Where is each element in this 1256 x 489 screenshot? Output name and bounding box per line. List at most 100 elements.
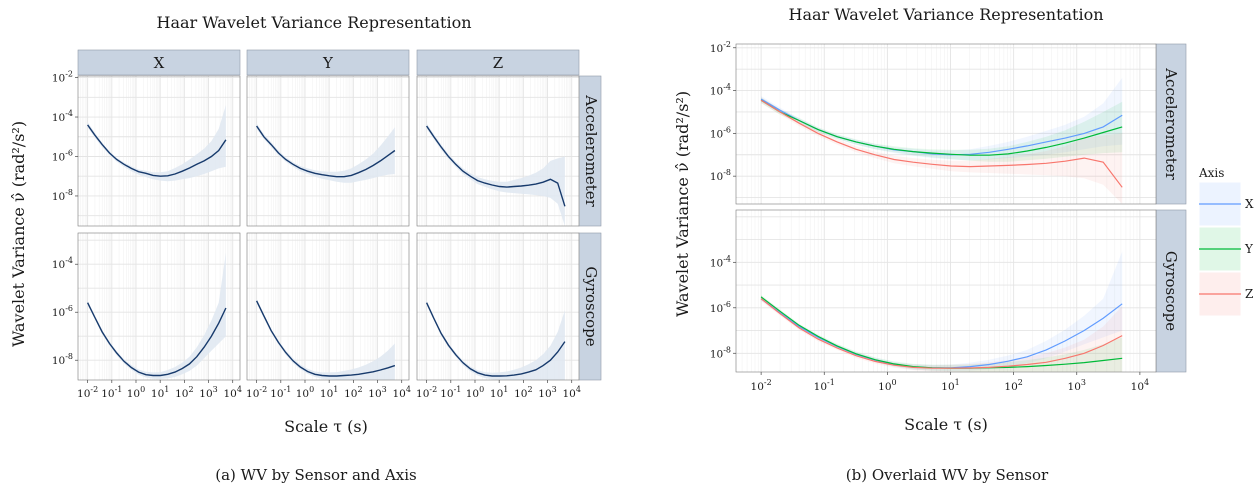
panel-accelerometer-y (246, 75, 410, 227)
panel-gyroscope-y-xtick-label: 10-1 (270, 385, 291, 400)
b-panel-accelerometer-ytick-label-base: 10 (710, 43, 723, 55)
b-strip-row-accelerometer (1155, 43, 1187, 205)
b-panel-gyroscope-xtick-label-base: 10 (1131, 381, 1144, 393)
panel-accelerometer-x-wv-line (87, 124, 227, 177)
panel-accelerometer-y-wv-line (256, 125, 396, 178)
panel-gyroscope-x-xtick-label-base: 10 (77, 388, 90, 400)
chart-b-caption: (b) Overlaid WV by Sensor (846, 466, 1049, 484)
panel-gyroscope-y-xtick-label-base: 10 (296, 388, 309, 400)
panel-gyroscope-x-xtick-label-exp: -2 (90, 385, 98, 394)
panel-gyroscope-x-ytick-label: 10-8 (52, 352, 73, 367)
panel-gyroscope-z-xtick-label-exp: 3 (552, 385, 557, 394)
b-panel-gyroscope-xtick-label: 10-2 (751, 378, 772, 393)
panel-accelerometer-x-ytick-label: 10-6 (52, 148, 73, 163)
panel-accelerometer-x-ytick-label-base: 10 (52, 112, 65, 124)
panel-gyroscope-z-xtick-label: 104 (562, 385, 580, 400)
b-panel-accelerometer-ytick-label-base: 10 (710, 128, 723, 140)
legend-label-y: Y (1244, 242, 1254, 256)
b-panel-gyroscope-border (735, 209, 1157, 373)
b-panel-gyroscope-ytick-label-exp: -4 (723, 254, 731, 263)
panel-accelerometer-x-border (77, 75, 241, 227)
panel-accelerometer-x-ytick-label: 10-8 (52, 188, 73, 203)
b-panel-gyroscope-xtick-label: 101 (941, 378, 959, 393)
panel-gyroscope-y-xtick-label: 100 (296, 385, 314, 400)
panel-accelerometer-y-confidence-band (256, 123, 395, 183)
panel-gyroscope-z-xtick-label: 100 (466, 385, 484, 400)
panel-gyroscope-y-xtick-label: 102 (344, 385, 362, 400)
panel-gyroscope-z-xtick-label-exp: 4 (576, 385, 581, 394)
panel-gyroscope-z-xtick-label-base: 10 (440, 388, 453, 400)
panel-accelerometer-x-ytick-label: 10-2 (52, 70, 73, 85)
panel-gyroscope-x-wv-line (86, 302, 227, 377)
b-strip-label-row-gyroscope: Gyroscope (1162, 251, 1180, 331)
panel-gyroscope-z-xtick-label: 10-1 (440, 385, 461, 400)
panel-gyroscope-x: 10-810-610-410-2 10-1 100 101 102 103 104 (52, 232, 242, 400)
panel-gyroscope-x-ytick-label: 10-6 (52, 304, 73, 319)
chart-a-title: Haar Wavelet Variance Representation (156, 13, 471, 32)
chart-a-xlabel: Scale τ (s) (284, 417, 368, 436)
panel-gyroscope-z-xtick-label: 103 (538, 385, 556, 400)
panel-gyroscope-z-xtick-label-base: 10 (466, 388, 479, 400)
b-panel-gyroscope-xtick-label: 10-1 (814, 378, 835, 393)
panel-gyroscope-x-xtick-label-base: 10 (175, 388, 188, 400)
panel-gyroscope-x-ytick-label: 10-4 (52, 256, 73, 271)
panel-gyroscope-x-xtick-label: 100 (127, 385, 145, 400)
strip-label-row-gyroscope: Gyroscope (582, 266, 600, 346)
b-panel-gyroscope-xtick-label: 103 (1068, 378, 1086, 393)
strip-column-x (77, 49, 241, 76)
panel-gyroscope-x-xtick-label: 10-1 (101, 385, 122, 400)
panel-gyroscope-x-xtick-label-exp: 0 (140, 385, 145, 394)
panel-accelerometer-x-confidence-band (87, 105, 226, 182)
b-panel-gyroscope-xtick-label-base: 10 (1004, 381, 1017, 393)
panel-accelerometer-x-ytick-label-base: 10 (52, 151, 65, 163)
panel-gyroscope-z-xtick-label-base: 10 (538, 388, 551, 400)
chart-b-ylabel: Wavelet Variance ν̂ (rad²/s²) (673, 91, 692, 317)
chart-a-panels: X Y ZAccelerometerGyroscope10-810-610-410-… (52, 49, 602, 400)
chart-b-panels: AccelerometerGyroscope10-810-610-410-210… (710, 40, 1187, 393)
panel-gyroscope-z-xtick-label: 102 (514, 385, 532, 400)
b-panel-gyroscope-ytick-label-base: 10 (710, 348, 723, 360)
panel-accelerometer-x-ytick-label-exp: -8 (65, 188, 73, 197)
panel-gyroscope-y-xtick-label-base: 10 (320, 388, 333, 400)
panel-accelerometer-z (416, 75, 580, 227)
b-panel-accelerometer-ytick-label-base: 10 (710, 171, 723, 183)
panel-gyroscope-z-xtick-label-exp: -2 (429, 385, 437, 394)
panel-accelerometer-y-border (246, 75, 410, 227)
chart-a-ylabel: Wavelet Variance ν̂ (rad²/s²) (9, 121, 28, 347)
b-panel-gyroscope-xtick-label-base: 10 (941, 381, 954, 393)
panel-gyroscope-x-ytick-label-base: 10 (52, 355, 65, 367)
strip-label-row-accelerometer: Accelerometer (582, 94, 600, 207)
panel-gyroscope-y-xtick-label: 103 (368, 385, 386, 400)
panel-gyroscope-z-xtick-label-base: 10 (562, 388, 575, 400)
b-panel-accelerometer-line-y (760, 99, 1123, 156)
panel-gyroscope-y-xtick-label-base: 10 (368, 388, 381, 400)
legend-label-x: X (1245, 197, 1254, 211)
panel-gyroscope-x-ytick-label-exp: -8 (65, 352, 73, 361)
panel-gyroscope-y-xtick-label: 10-2 (246, 385, 267, 400)
b-panel-accelerometer-ytick-label-exp: -6 (723, 125, 731, 134)
panel-gyroscope-x-xtick-label-exp: -1 (115, 385, 123, 394)
strip-column-y (246, 49, 410, 76)
b-panel-gyroscope-xtick-label-exp: 4 (1144, 378, 1149, 387)
b-panel-accelerometer-band-x (761, 77, 1123, 161)
chart-b-xlabel: Scale τ (s) (904, 415, 988, 434)
legend-title: Axis (1198, 166, 1224, 180)
panel-gyroscope-y-xtick-label-exp: 3 (382, 385, 387, 394)
panel-gyroscope-y-xtick-label-exp: 2 (357, 385, 362, 394)
b-panel-gyroscope-xtick-label-exp: 0 (892, 378, 897, 387)
panel-gyroscope-x-xtick-label-base: 10 (127, 388, 140, 400)
panel-gyroscope-x-xtick-label-exp: 1 (164, 385, 169, 394)
b-panel-accelerometer-ytick-label: 10-6 (710, 125, 731, 140)
legend: Axis X Y Z (1198, 166, 1254, 317)
chart-b: Haar Wavelet Variance Representation Wav… (673, 5, 1254, 484)
b-panel-accelerometer: 10-810-610-410-2 (710, 40, 1157, 205)
panel-gyroscope-z-xtick-label-exp: 1 (503, 385, 508, 394)
panel-gyroscope-x-xtick-label-base: 10 (151, 388, 164, 400)
b-strip-label-row-accelerometer: Accelerometer (1162, 67, 1180, 180)
panel-accelerometer-z-border (416, 75, 580, 227)
b-panel-accelerometer-ytick-label: 10-8 (710, 168, 731, 183)
panel-gyroscope-y-xtick-label-exp: 4 (406, 385, 411, 394)
panel-gyroscope-x-xtick-label: 102 (175, 385, 193, 400)
strip-label-column-y: Y (322, 54, 334, 72)
panel-gyroscope-y-xtick-label: 104 (392, 385, 410, 400)
